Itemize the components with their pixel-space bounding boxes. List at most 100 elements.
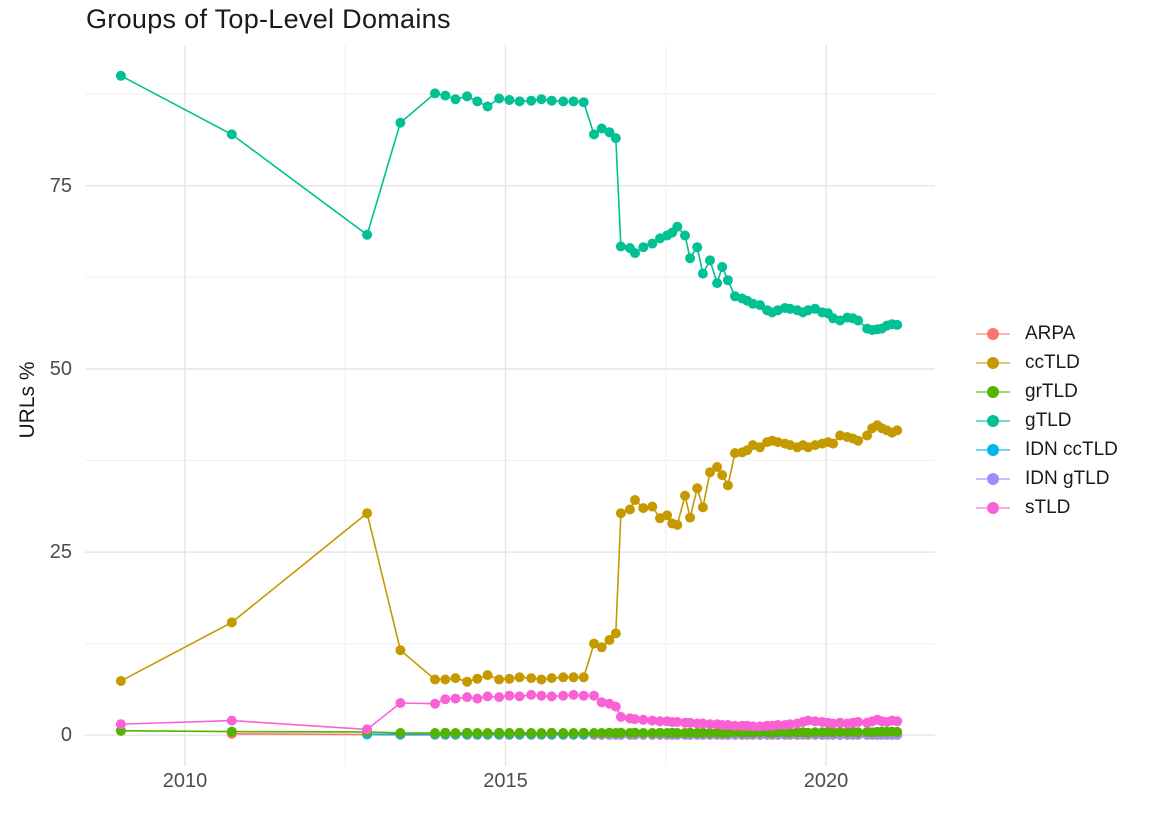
data-point: [672, 221, 683, 232]
data-point: [494, 727, 505, 738]
data-point: [482, 728, 493, 738]
data-point: [685, 512, 696, 523]
data-point: [462, 692, 473, 703]
data-point: [362, 508, 373, 519]
data-point: [514, 727, 525, 738]
data-point: [615, 711, 626, 722]
legend-key-icon: [976, 443, 1010, 456]
data-point: [772, 727, 783, 738]
data-point: [810, 727, 821, 738]
data-point: [755, 300, 765, 311]
data-point: [462, 676, 473, 687]
data-point: [115, 719, 126, 730]
data-point: [722, 275, 733, 286]
legend-item: gTLD: [976, 406, 1118, 435]
data-point: [472, 693, 483, 704]
data-point: [472, 96, 483, 107]
data-point: [596, 123, 607, 134]
data-point: [785, 727, 796, 738]
data-point: [514, 672, 525, 683]
y-tick-label: 25: [49, 541, 72, 564]
data-point: [578, 672, 589, 683]
data-point: [610, 701, 621, 712]
legend-key-dot: [987, 443, 999, 456]
data-point: [712, 278, 723, 289]
series-sTLD: [115, 689, 903, 735]
data-point: [692, 242, 703, 253]
data-point: [853, 717, 864, 727]
series-gTLD: [115, 70, 903, 335]
data-point: [440, 727, 451, 738]
data-point: [705, 467, 715, 478]
data-point: [362, 229, 373, 240]
x-tick-label: 2020: [803, 770, 849, 792]
data-point: [395, 117, 406, 128]
data-point: [630, 727, 640, 738]
data-point: [589, 690, 599, 701]
data-point: [482, 691, 493, 702]
legend-label: gTLD: [1025, 409, 1072, 431]
legend: ARPA ccTLD grTLD gTLD IDN ccTLD IDN gTLD sTLD: [976, 319, 1118, 522]
data-point: [430, 674, 440, 685]
data-point: [772, 720, 783, 730]
data-point: [624, 504, 635, 515]
legend-key-dot: [987, 385, 999, 398]
data-point: [494, 692, 505, 703]
data-point: [395, 645, 406, 656]
data-point: [504, 95, 515, 105]
legend-label: IDN ccTLD: [1025, 438, 1118, 460]
data-point: [705, 719, 715, 730]
data-point: [482, 101, 493, 112]
data-point: [514, 691, 525, 702]
y-tick-label: 75: [49, 174, 72, 197]
legend-key-dot: [987, 414, 999, 427]
data-point: [504, 728, 515, 738]
y-tick-label: 50: [49, 357, 72, 380]
legend-key-dot: [987, 472, 999, 485]
legend-key-icon: [976, 327, 1010, 340]
data-point: [430, 728, 440, 738]
legend-label: sTLD: [1025, 496, 1071, 518]
data-point: [395, 728, 406, 738]
data-point: [115, 676, 126, 686]
data-point: [712, 462, 723, 472]
series-grTLD: [115, 725, 903, 738]
legend-item: grTLD: [976, 377, 1118, 406]
data-point: [705, 255, 715, 266]
data-point: [568, 728, 579, 738]
data-point: [536, 94, 547, 105]
data-point: [655, 727, 665, 738]
legend-label: ccTLD: [1025, 351, 1080, 373]
data-point: [647, 238, 658, 249]
data-point: [558, 690, 569, 701]
legend-key-icon: [976, 356, 1010, 369]
data-point: [504, 673, 515, 684]
x-tick-label: 2010: [162, 770, 208, 792]
data-point: [638, 503, 649, 514]
data-point: [450, 673, 461, 684]
data-point: [558, 672, 569, 683]
data-point: [755, 442, 765, 453]
data-point: [589, 728, 599, 738]
plot-area: [85, 45, 935, 766]
data-point: [747, 721, 758, 732]
data-point: [226, 617, 237, 628]
data-point: [526, 728, 537, 738]
data-point: [546, 727, 557, 738]
data-point: [604, 635, 615, 645]
y-axis-title: URLs %: [16, 361, 39, 439]
legend-label: grTLD: [1025, 380, 1078, 402]
data-point: [430, 88, 440, 99]
data-point: [536, 674, 547, 685]
data-point: [472, 673, 483, 684]
data-point: [638, 728, 649, 738]
data-point: [450, 693, 461, 704]
legend-item: IDN gTLD: [976, 464, 1118, 493]
data-point: [526, 673, 537, 684]
data-point: [892, 716, 903, 727]
data-point: [655, 716, 665, 727]
data-point: [362, 724, 373, 735]
data-point: [462, 727, 473, 738]
data-point: [578, 690, 589, 701]
